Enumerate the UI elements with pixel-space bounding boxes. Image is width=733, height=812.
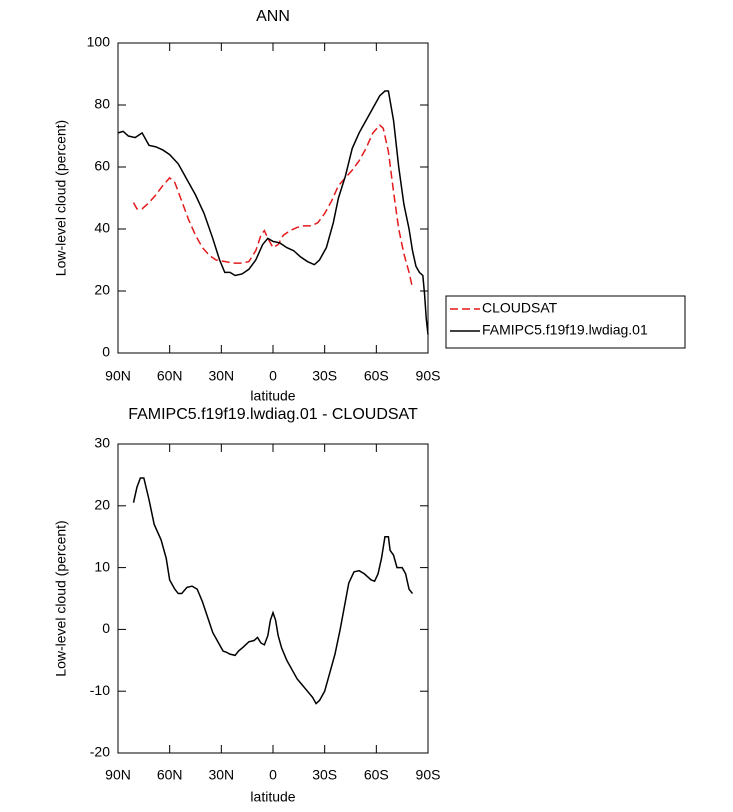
y-axis-label: Low-level cloud (percent): [53, 120, 69, 276]
y-tick-label: 20: [94, 282, 110, 298]
x-tick-label: 0: [269, 767, 277, 783]
y-tick-label: 60: [94, 158, 110, 174]
x-tick-label: 90N: [105, 767, 131, 783]
x-tick-label: 0: [269, 368, 277, 384]
x-tick-label: 90N: [105, 368, 131, 384]
x-tick-label: 60N: [157, 368, 183, 384]
plot-frame: [117, 42, 429, 354]
y-tick-label: -10: [90, 682, 110, 698]
x-tick-label: 60S: [364, 767, 389, 783]
legend-label: FAMIPC5.f19f19.lwdiag.01: [482, 322, 648, 338]
y-tick-label: 0: [102, 344, 110, 360]
y-tick-label: 20: [94, 497, 110, 513]
chart-title: ANN: [256, 8, 290, 25]
y-tick-label: 80: [94, 96, 110, 112]
x-tick-label: 30S: [312, 767, 337, 783]
y-tick-label: 40: [94, 220, 110, 236]
chart-title: FAMIPC5.f19f19.lwdiag.01 - CLOUDSAT: [128, 406, 418, 423]
x-tick-label: 60N: [157, 767, 183, 783]
x-axis-label: latitude: [250, 388, 295, 404]
x-tick-label: 60S: [364, 368, 389, 384]
y-axis-label: Low-level cloud (percent): [53, 520, 69, 676]
y-tick-label: 30: [94, 435, 110, 451]
data-line: [117, 90, 429, 335]
legend-box: [445, 295, 686, 349]
x-tick-label: 90S: [416, 767, 441, 783]
x-tick-label: 30N: [208, 767, 234, 783]
legend-label: CLOUDSAT: [482, 300, 558, 316]
y-tick-label: 0: [102, 620, 110, 636]
x-axis-label: latitude: [250, 789, 295, 805]
plot-frame: [117, 443, 429, 754]
x-tick-label: 30N: [208, 368, 234, 384]
y-tick-label: 10: [94, 558, 110, 574]
data-line: [132, 124, 414, 289]
data-line: [132, 477, 414, 705]
x-tick-label: 90S: [416, 368, 441, 384]
y-tick-label: -20: [90, 744, 110, 760]
y-tick-label: 100: [87, 34, 111, 50]
x-tick-label: 30S: [312, 368, 337, 384]
